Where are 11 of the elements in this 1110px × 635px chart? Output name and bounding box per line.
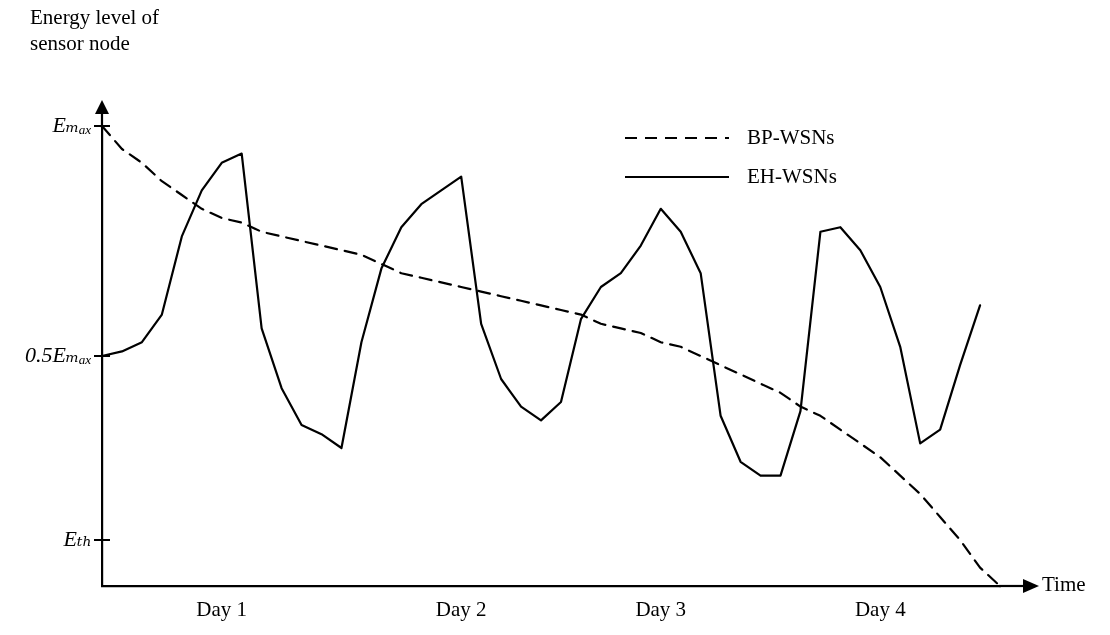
ref-line-label: Eₘₐₓ — [51, 111, 92, 137]
legend-label: EH-WSNs — [747, 163, 837, 188]
x-tick-label: Day 3 — [635, 597, 687, 622]
ref-line-label: Eₜₕ — [62, 525, 92, 551]
x-axis-title: Time — [1042, 572, 1086, 597]
y-axis-title: Energy level of sensor node — [30, 4, 161, 56]
x-tick-label: Day 4 — [854, 597, 907, 622]
ref-line-label: 0.5Eₘₐₓ — [24, 341, 92, 367]
x-tick-label: Day 1 — [196, 597, 248, 622]
x-tick-label: Day 2 — [435, 597, 487, 622]
legend-label: BP-WSNs — [747, 124, 835, 149]
